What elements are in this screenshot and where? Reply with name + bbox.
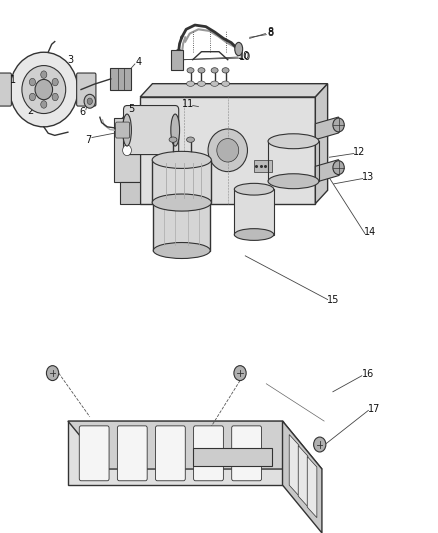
Ellipse shape bbox=[234, 229, 274, 240]
Text: 4: 4 bbox=[135, 58, 141, 67]
Text: 2: 2 bbox=[28, 107, 34, 116]
Ellipse shape bbox=[176, 50, 182, 55]
Ellipse shape bbox=[187, 137, 194, 142]
Ellipse shape bbox=[153, 195, 210, 211]
Circle shape bbox=[87, 98, 92, 104]
Text: 15: 15 bbox=[327, 295, 339, 304]
Polygon shape bbox=[283, 421, 322, 533]
Ellipse shape bbox=[208, 129, 247, 172]
Polygon shape bbox=[120, 182, 140, 204]
Ellipse shape bbox=[22, 66, 66, 114]
Polygon shape bbox=[234, 189, 274, 235]
Ellipse shape bbox=[235, 43, 243, 56]
Circle shape bbox=[123, 145, 131, 156]
Ellipse shape bbox=[211, 68, 218, 73]
Text: 5: 5 bbox=[128, 104, 134, 114]
Polygon shape bbox=[152, 160, 211, 203]
Circle shape bbox=[333, 161, 344, 174]
Text: 17: 17 bbox=[368, 405, 381, 414]
Text: 11: 11 bbox=[182, 99, 194, 109]
Text: 10: 10 bbox=[238, 51, 250, 61]
Polygon shape bbox=[140, 97, 315, 204]
FancyBboxPatch shape bbox=[0, 73, 11, 106]
Ellipse shape bbox=[211, 81, 219, 86]
Text: 10: 10 bbox=[239, 52, 251, 62]
Polygon shape bbox=[68, 421, 283, 485]
Ellipse shape bbox=[152, 194, 211, 211]
Polygon shape bbox=[114, 118, 140, 182]
Circle shape bbox=[41, 71, 47, 78]
FancyBboxPatch shape bbox=[124, 106, 179, 155]
FancyBboxPatch shape bbox=[155, 426, 185, 481]
Ellipse shape bbox=[217, 139, 239, 162]
Text: 6: 6 bbox=[79, 107, 85, 117]
Ellipse shape bbox=[187, 81, 194, 86]
Ellipse shape bbox=[222, 68, 229, 73]
Circle shape bbox=[29, 93, 35, 101]
Text: 3: 3 bbox=[67, 55, 73, 65]
Ellipse shape bbox=[234, 183, 274, 195]
Text: 8: 8 bbox=[268, 27, 274, 37]
FancyBboxPatch shape bbox=[254, 160, 272, 172]
Text: 8: 8 bbox=[268, 28, 274, 38]
Polygon shape bbox=[307, 456, 317, 518]
FancyBboxPatch shape bbox=[79, 426, 109, 481]
Circle shape bbox=[333, 118, 344, 132]
Ellipse shape bbox=[169, 137, 177, 142]
Polygon shape bbox=[315, 84, 328, 204]
FancyBboxPatch shape bbox=[232, 426, 261, 481]
Circle shape bbox=[84, 94, 95, 108]
Ellipse shape bbox=[123, 114, 131, 146]
Circle shape bbox=[52, 78, 58, 86]
FancyBboxPatch shape bbox=[77, 73, 96, 106]
Ellipse shape bbox=[187, 68, 194, 73]
FancyBboxPatch shape bbox=[117, 426, 147, 481]
Ellipse shape bbox=[10, 52, 78, 127]
Polygon shape bbox=[298, 446, 308, 507]
Ellipse shape bbox=[171, 114, 180, 146]
Text: 7: 7 bbox=[85, 135, 92, 144]
Polygon shape bbox=[315, 117, 339, 140]
Polygon shape bbox=[68, 421, 322, 469]
Circle shape bbox=[46, 366, 59, 381]
Ellipse shape bbox=[268, 134, 319, 149]
Polygon shape bbox=[153, 203, 210, 251]
FancyBboxPatch shape bbox=[116, 122, 130, 138]
Ellipse shape bbox=[152, 151, 211, 168]
Ellipse shape bbox=[153, 243, 210, 259]
Polygon shape bbox=[315, 160, 339, 182]
Circle shape bbox=[52, 93, 58, 101]
Polygon shape bbox=[193, 448, 272, 466]
Text: 12: 12 bbox=[353, 147, 365, 157]
Circle shape bbox=[41, 101, 47, 108]
Text: 13: 13 bbox=[362, 173, 374, 182]
Ellipse shape bbox=[198, 81, 205, 86]
Ellipse shape bbox=[268, 174, 319, 189]
FancyBboxPatch shape bbox=[110, 68, 131, 90]
FancyBboxPatch shape bbox=[194, 426, 223, 481]
Circle shape bbox=[314, 437, 326, 452]
Text: 14: 14 bbox=[364, 227, 376, 237]
Polygon shape bbox=[289, 434, 299, 496]
Ellipse shape bbox=[222, 81, 230, 86]
Ellipse shape bbox=[35, 79, 53, 100]
Circle shape bbox=[234, 366, 246, 381]
Ellipse shape bbox=[198, 68, 205, 73]
Text: 1: 1 bbox=[10, 75, 16, 85]
Text: 16: 16 bbox=[362, 369, 374, 379]
FancyBboxPatch shape bbox=[171, 50, 183, 70]
Polygon shape bbox=[140, 84, 328, 97]
Circle shape bbox=[29, 78, 35, 86]
